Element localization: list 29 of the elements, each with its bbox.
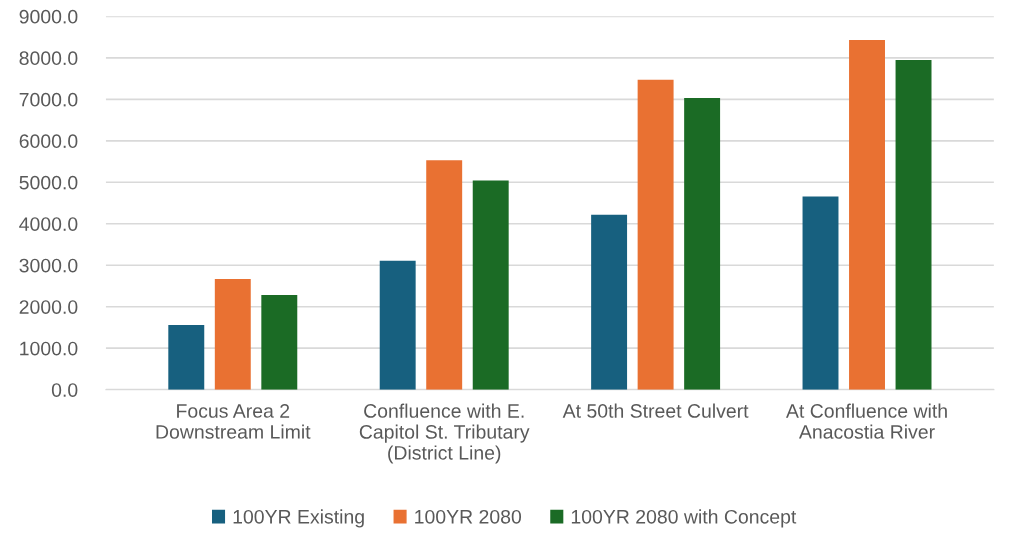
bar — [684, 98, 721, 390]
bar — [214, 278, 251, 390]
bar — [168, 324, 205, 390]
bar — [591, 214, 628, 390]
y-tick-label: 4000.0 — [19, 217, 78, 231]
y-tick-label: 2000.0 — [19, 300, 78, 314]
bar — [895, 59, 932, 390]
bar — [849, 39, 885, 390]
bar — [426, 160, 463, 390]
x-tick-label: Confluence with E. Capitol St. Tributary (District Line) — [359, 403, 530, 464]
y-tick-label: 8000.0 — [19, 51, 78, 66]
bar — [637, 79, 674, 390]
y-tick-label: 5000.0 — [19, 175, 78, 190]
x-tick-label: At 50th Street Culvert — [562, 403, 749, 418]
bar — [802, 196, 839, 390]
legend-label: 100YR 2080 — [415, 509, 522, 524]
bar — [261, 295, 298, 390]
y-tick-label: 7000.0 — [19, 92, 78, 107]
legend-label: 100YR Existing — [233, 509, 364, 528]
legend-label: 100YR 2080 with Concept — [571, 509, 797, 528]
y-tick-label: 9000.0 — [19, 9, 78, 24]
y-tick-label: 6000.0 — [19, 134, 78, 149]
x-tick-label: At Confluence with Anacostia River — [786, 403, 947, 439]
x-tick-label: Focus Area 2 Downstream Limit — [156, 404, 311, 439]
y-tick-label: 1000.0 — [20, 341, 78, 356]
y-tick-label: 0.0 — [51, 383, 78, 397]
bar — [379, 260, 416, 390]
y-tick-label: 3000.0 — [19, 258, 78, 273]
bar — [472, 180, 509, 390]
